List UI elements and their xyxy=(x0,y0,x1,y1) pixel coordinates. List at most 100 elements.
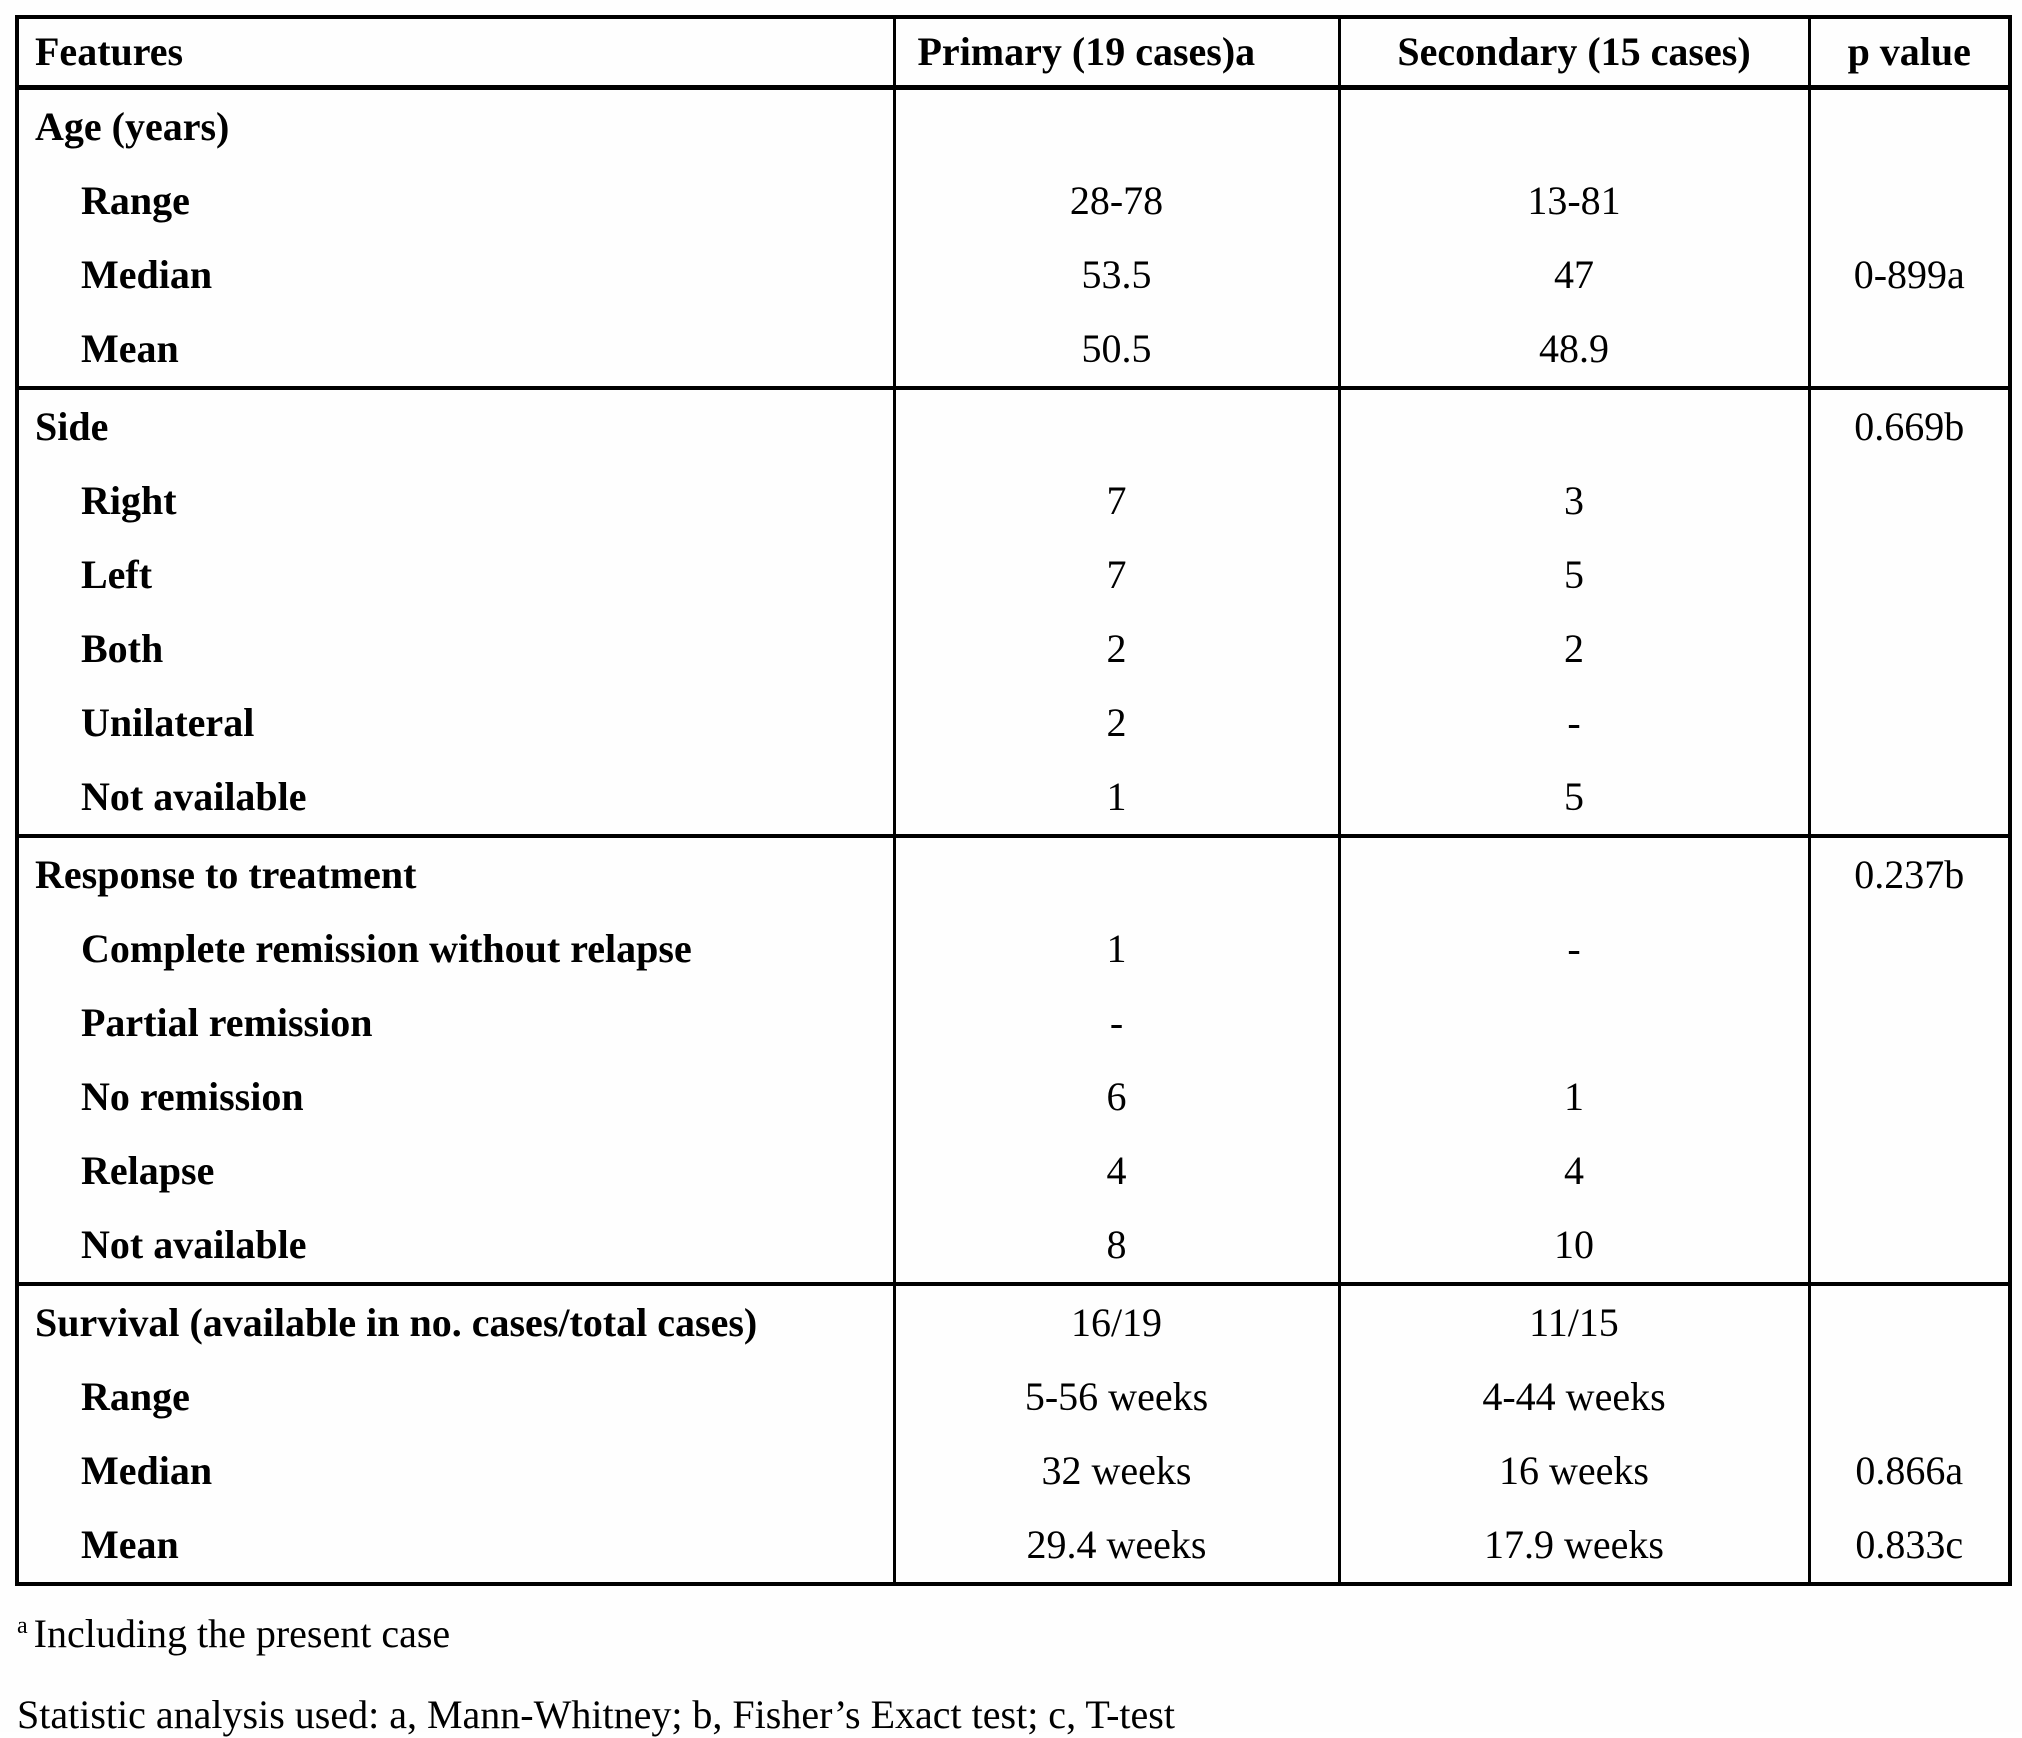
feature-cell: Median xyxy=(81,252,213,297)
table-row: Range 5-56 weeks 4-44 weeks xyxy=(17,1360,2010,1434)
pvalue-cell: 0.833c xyxy=(1807,1508,2010,1584)
primary-cell: 29.4 weeks xyxy=(892,1508,1339,1584)
feature-cell: Both xyxy=(81,626,164,671)
primary-cell: 6 xyxy=(892,1060,1339,1134)
pvalue-cell: 0.866a xyxy=(1807,1434,2010,1508)
feature-cell: Right xyxy=(81,478,177,523)
pvalue-cell: 0.669b xyxy=(1807,386,2010,464)
section-survival: Survival (available in no. cases/total c… xyxy=(17,1282,2010,1584)
feature-cell: Age (years) xyxy=(35,104,230,149)
table-row: Right 7 3 xyxy=(17,464,2010,538)
pvalue-cell xyxy=(1807,164,2010,238)
feature-cell: Response to treatment xyxy=(17,834,894,912)
primary-cell: 2 xyxy=(892,612,1339,686)
footnote-a: a Including the present case xyxy=(17,1610,2008,1657)
header-row: Features Primary (19 cases)a Secondary (… xyxy=(17,17,2010,90)
feature-cell: Side xyxy=(17,386,894,464)
feature-cell: Relapse xyxy=(81,1148,215,1193)
table-row: Range 28-78 13-81 xyxy=(17,164,2010,238)
pvalue-cell xyxy=(1807,760,2010,836)
primary-cell: 5-56 weeks xyxy=(892,1360,1339,1434)
feature-cell: Unilateral xyxy=(81,700,255,745)
primary-cell: 1 xyxy=(892,760,1339,836)
table-row: Side 0.669b xyxy=(17,386,2010,464)
table-row: No remission 6 1 xyxy=(17,1060,2010,1134)
table-row: Mean 29.4 weeks 17.9 weeks 0.833c xyxy=(17,1508,2010,1584)
table-row: Response to treatment 0.237b xyxy=(17,834,2010,912)
pvalue-cell xyxy=(1807,986,2010,1060)
table-row: Complete remission without relapse 1 - xyxy=(17,912,2010,986)
pvalue-cell xyxy=(1807,312,2010,388)
primary-cell: 4 xyxy=(892,1134,1339,1208)
table-row: Not available 1 5 xyxy=(17,760,2010,836)
table-row: Unilateral 2 - xyxy=(17,686,2010,760)
table-row: Partial remission - xyxy=(17,986,2010,1060)
feature-cell: No remission xyxy=(81,1074,304,1119)
secondary-cell: 47 xyxy=(1337,238,1809,312)
footnote-stats: Statistic analysis used: a, Mann-Whitney… xyxy=(17,1691,2008,1738)
primary-cell: 2 xyxy=(892,686,1339,760)
feature-cell: Not available xyxy=(81,1222,307,1267)
feature-cell: Partial remission xyxy=(81,1000,373,1045)
primary-cell xyxy=(892,834,1339,912)
column-header-primary: Primary (19 cases)a xyxy=(892,17,1339,90)
secondary-cell xyxy=(1337,87,1809,164)
primary-cell: 50.5 xyxy=(892,312,1339,388)
table-row: Not available 8 10 xyxy=(17,1208,2010,1284)
table-row: Left 7 5 xyxy=(17,538,2010,612)
column-header-pvalue: p value xyxy=(1807,17,2010,90)
pvalue-cell xyxy=(1807,912,2010,986)
primary-cell: 28-78 xyxy=(892,164,1339,238)
comparison-table: Features Primary (19 cases)a Secondary (… xyxy=(15,15,2012,1586)
feature-cell: Mean xyxy=(81,1522,179,1567)
footnote-a-text: Including the present case xyxy=(33,1611,451,1656)
section-age: Age (years) Range 28-78 13-81 Median 53.… xyxy=(17,87,2010,388)
primary-cell: 53.5 xyxy=(892,238,1339,312)
feature-cell: Not available xyxy=(81,774,307,819)
primary-cell: 1 xyxy=(892,912,1339,986)
footnote-stats-text: Statistic analysis used: a, Mann-Whitney… xyxy=(17,1692,1175,1737)
pvalue-cell xyxy=(1807,1360,2010,1434)
pvalue-cell xyxy=(1807,686,2010,760)
table-row: Survival (available in no. cases/total c… xyxy=(17,1282,2010,1360)
secondary-cell xyxy=(1337,986,1809,1060)
pvalue-cell xyxy=(1807,464,2010,538)
primary-cell: 7 xyxy=(892,538,1339,612)
secondary-cell: 2 xyxy=(1337,612,1809,686)
pvalue-cell xyxy=(1807,1282,2010,1360)
column-header-secondary: Secondary (15 cases) xyxy=(1337,17,1809,90)
footnote-a-marker: a xyxy=(17,1612,28,1639)
pvalue-cell xyxy=(1807,87,2010,164)
secondary-cell: 13-81 xyxy=(1337,164,1809,238)
secondary-cell: - xyxy=(1337,686,1809,760)
feature-cell: Left xyxy=(81,552,153,597)
secondary-cell: - xyxy=(1337,912,1809,986)
feature-cell: Median xyxy=(81,1448,213,1493)
feature-cell: Mean xyxy=(81,326,179,371)
secondary-cell: 16 weeks xyxy=(1337,1434,1809,1508)
feature-cell: Complete remission without relapse xyxy=(81,926,692,971)
column-header-features: Features xyxy=(17,17,894,90)
secondary-cell xyxy=(1337,386,1809,464)
secondary-cell: 48.9 xyxy=(1337,312,1809,388)
table-row: Age (years) xyxy=(17,87,2010,164)
secondary-cell: 3 xyxy=(1337,464,1809,538)
secondary-cell: 11/15 xyxy=(1337,1282,1809,1360)
feature-cell: Range xyxy=(81,1374,190,1419)
table-row: Mean 50.5 48.9 xyxy=(17,312,2010,388)
pvalue-cell: 0.237b xyxy=(1807,834,2010,912)
feature-cell: Survival (available in no. cases/total c… xyxy=(17,1282,894,1360)
secondary-cell: 4-44 weeks xyxy=(1337,1360,1809,1434)
feature-cell: Range xyxy=(81,178,190,223)
pvalue-cell: 0-899a xyxy=(1807,238,2010,312)
secondary-cell: 1 xyxy=(1337,1060,1809,1134)
secondary-cell: 5 xyxy=(1337,760,1809,836)
secondary-cell: 17.9 weeks xyxy=(1337,1508,1809,1584)
primary-cell: 8 xyxy=(892,1208,1339,1284)
pvalue-cell xyxy=(1807,1060,2010,1134)
primary-cell: 16/19 xyxy=(892,1282,1339,1360)
primary-cell xyxy=(892,386,1339,464)
pvalue-cell xyxy=(1807,1208,2010,1284)
primary-cell: 32 weeks xyxy=(892,1434,1339,1508)
